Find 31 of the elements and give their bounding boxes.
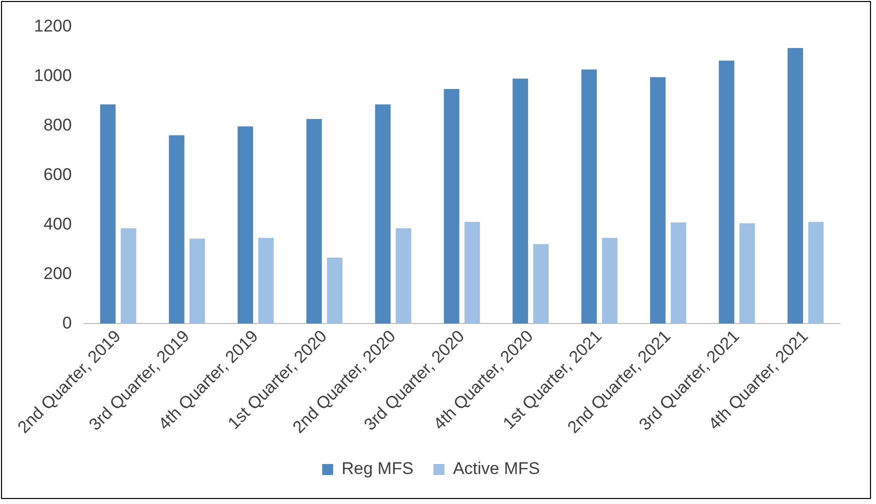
bar <box>533 244 549 324</box>
bar <box>306 118 322 324</box>
legend-label: Reg MFS <box>342 459 414 478</box>
bar <box>602 238 618 324</box>
bar <box>670 222 686 324</box>
y-tick-label: 400 <box>43 214 72 234</box>
y-tick-label: 800 <box>43 116 72 135</box>
bar <box>788 48 804 324</box>
bar <box>464 222 480 324</box>
bar <box>327 258 342 324</box>
bar <box>120 228 136 324</box>
bar <box>375 104 391 324</box>
bar <box>100 104 116 324</box>
y-tick-label: 1000 <box>34 66 72 86</box>
bar <box>739 223 755 324</box>
bar <box>512 78 528 324</box>
y-tick-label: 0 <box>62 313 72 332</box>
y-tick-label: 200 <box>43 264 72 283</box>
bar <box>650 77 666 324</box>
bar <box>718 60 734 324</box>
bar <box>190 238 205 324</box>
y-tick-label: 1200 <box>34 16 72 36</box>
y-tick-label: 600 <box>43 165 72 184</box>
bar <box>396 228 412 324</box>
bar <box>444 89 460 324</box>
bar <box>808 222 824 324</box>
bar <box>238 126 254 324</box>
bar <box>168 135 184 324</box>
bar <box>258 238 274 324</box>
legend-label: Active MFS <box>452 459 540 478</box>
bar <box>581 70 597 324</box>
